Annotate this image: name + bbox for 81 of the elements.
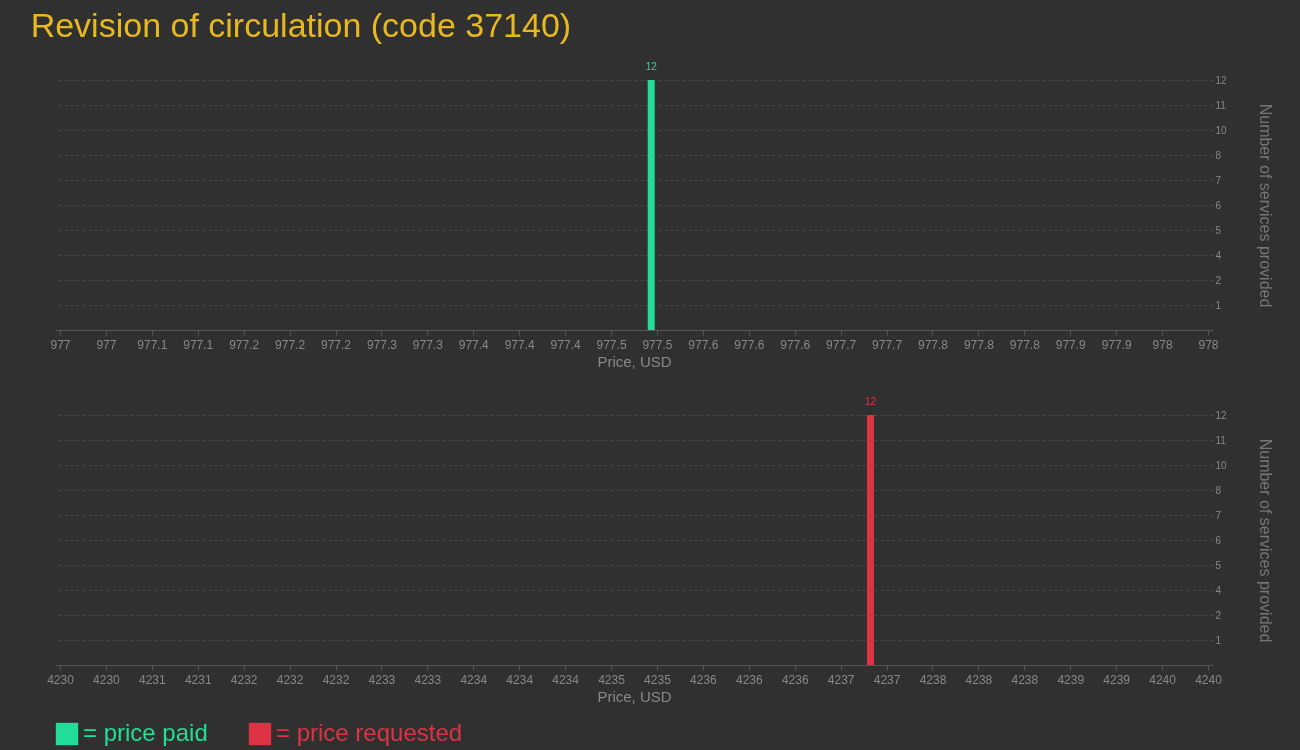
x-tick-label: 4238	[1011, 672, 1039, 687]
y-axis-title: Number of services provided	[1256, 438, 1274, 643]
x-tick-label: 977.6	[734, 337, 765, 352]
x-tick-label: 4237	[827, 672, 855, 687]
x-tick-label: 4230	[93, 672, 121, 687]
x-tick-label: 977.8	[1009, 337, 1041, 352]
legend-label: = price paid	[83, 719, 208, 746]
y-tick-label: 12	[1215, 74, 1228, 86]
y-tick-label: 7	[1215, 174, 1222, 186]
x-tick-label: 977.9	[1101, 337, 1132, 352]
x-tick-label: 4235	[598, 672, 626, 687]
x-tick-label: 978	[1198, 337, 1219, 352]
x-axis-title: Price, USD	[597, 687, 672, 705]
x-tick-label: 4240	[1149, 672, 1177, 687]
x-tick-label: 977.9	[1055, 337, 1087, 352]
x-tick-label: 4232	[322, 672, 350, 687]
x-tick-label: 4231	[184, 672, 212, 687]
x-tick-label: 977.6	[688, 337, 719, 352]
y-tick-label: 4	[1215, 249, 1222, 261]
x-tick-label: 977	[96, 337, 117, 352]
x-tick-label: 4236	[690, 672, 718, 687]
x-tick-label: 977	[50, 337, 71, 352]
y-tick-label: 2	[1215, 274, 1222, 286]
x-tick-label: 977.3	[412, 337, 444, 352]
y-tick-label: 2	[1215, 609, 1222, 621]
x-tick-label: 977.4	[550, 337, 581, 352]
chart-title: Revision of circulation (code 37140)	[30, 6, 572, 44]
y-tick-label: 4	[1215, 584, 1222, 596]
x-tick-label: 4236	[735, 672, 763, 687]
x-tick-label: 4230	[47, 672, 75, 687]
x-tick-label: 977.4	[458, 337, 490, 352]
x-tick-label: 977.2	[321, 337, 352, 352]
y-tick-label: 1	[1215, 299, 1222, 311]
y-tick-label: 5	[1215, 224, 1222, 236]
x-tick-label: 4231	[138, 672, 167, 687]
x-tick-label: 4234	[506, 672, 534, 687]
x-tick-label: 977.7	[826, 337, 857, 352]
x-tick-label: 977.2	[229, 337, 260, 352]
y-tick-label: 12	[1215, 409, 1228, 421]
y-tick-label: 7	[1215, 509, 1222, 521]
x-tick-label: 978	[1152, 337, 1173, 352]
x-tick-label: 4234	[552, 672, 580, 687]
x-tick-label: 977.7	[872, 337, 903, 352]
x-tick-label: 977.1	[137, 337, 168, 352]
y-tick-label: 1	[1215, 634, 1222, 646]
x-tick-label: 977.5	[642, 337, 673, 352]
legend-label: = price requested	[276, 719, 463, 746]
y-tick-label: 5	[1215, 559, 1222, 571]
y-tick-label: 8	[1215, 149, 1222, 161]
x-tick-label: 4232	[276, 672, 304, 687]
x-tick-label: 977.5	[596, 337, 627, 352]
x-tick-label: 977.8	[963, 337, 995, 352]
x-tick-label: 4237	[873, 672, 901, 687]
x-axis-title: Price, USD	[597, 352, 672, 370]
x-tick-label: 4239	[1103, 672, 1131, 687]
x-tick-label: 4234	[460, 672, 488, 687]
data-label: 12	[864, 396, 877, 407]
y-tick-label: 10	[1215, 459, 1228, 471]
x-tick-label: 4239	[1057, 672, 1085, 687]
x-tick-label: 4233	[368, 672, 396, 687]
x-tick-label: 4238	[965, 672, 993, 687]
y-tick-label: 11	[1215, 99, 1227, 111]
y-tick-label: 11	[1215, 434, 1227, 446]
y-tick-label: 6	[1215, 534, 1222, 546]
x-tick-label: 4235	[644, 672, 672, 687]
x-tick-label: 977.1	[183, 337, 214, 352]
y-tick-label: 8	[1215, 484, 1222, 496]
data-label: 12	[645, 61, 658, 72]
y-axis-title: Number of services provided	[1256, 103, 1274, 308]
x-tick-label: 4240	[1195, 672, 1223, 687]
x-tick-label: 4232	[230, 672, 258, 687]
x-tick-label: 4236	[781, 672, 809, 687]
x-tick-label: 977.4	[504, 337, 536, 352]
y-tick-label: 6	[1215, 199, 1222, 211]
x-tick-label: 977.3	[366, 337, 398, 352]
x-tick-label: 4238	[919, 672, 947, 687]
x-tick-label: 977.2	[275, 337, 306, 352]
x-tick-label: 977.6	[780, 337, 811, 352]
y-tick-label: 10	[1215, 124, 1228, 136]
x-tick-label: 4233	[414, 672, 442, 687]
x-tick-label: 977.8	[917, 337, 949, 352]
